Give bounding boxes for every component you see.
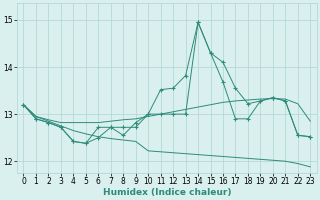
X-axis label: Humidex (Indice chaleur): Humidex (Indice chaleur) (103, 188, 231, 197)
